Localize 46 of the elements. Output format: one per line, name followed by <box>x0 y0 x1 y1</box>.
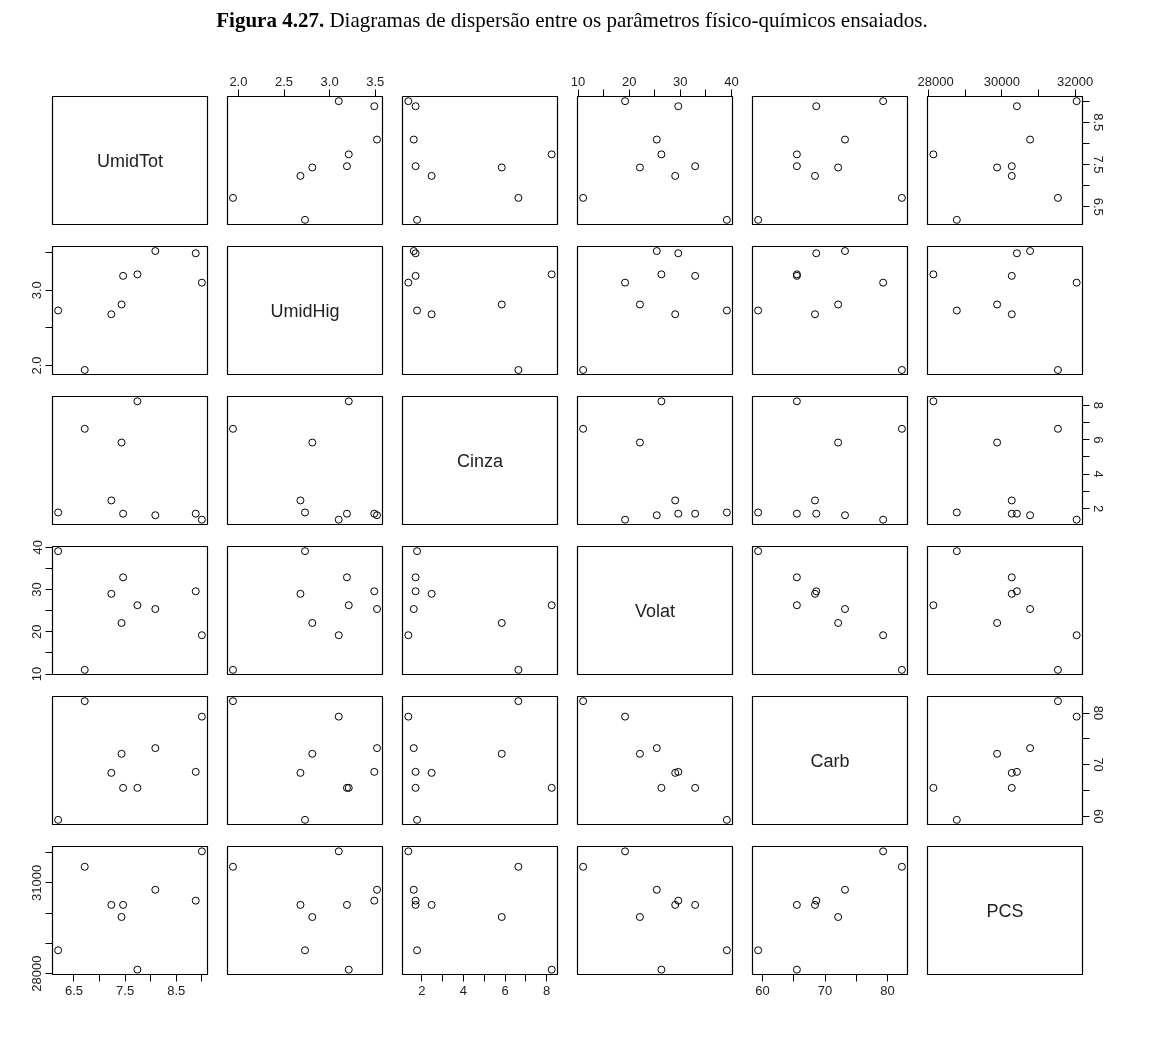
y-tick-label: 20 <box>29 624 45 640</box>
x-tick-label: 7.5 <box>116 982 135 998</box>
x-tick-label: 30000 <box>983 73 1020 89</box>
x-tick-label: 30 <box>673 73 688 89</box>
text: Cinza <box>456 450 504 471</box>
y-tick-label: 8 <box>1090 401 1106 410</box>
x-tick-label: 2.5 <box>274 73 294 89</box>
x-tick-label: 28000 <box>917 73 954 89</box>
x-tick-label: 80 <box>880 982 895 998</box>
x-tick-label: 4 <box>459 982 468 998</box>
x-tick-label: 32000 <box>1057 73 1094 89</box>
y-tick-label: 2 <box>1090 504 1106 513</box>
x-tick-label: 3.5 <box>366 73 385 89</box>
x-tick-label: 20 <box>621 73 637 89</box>
y-tick-label: 6.5 <box>1090 197 1106 216</box>
x-tick-label: 2.0 <box>229 73 248 89</box>
y-tick-label: 31000 <box>29 864 45 901</box>
x-tick-label: 10 <box>570 73 586 89</box>
x-tick-label: 2 <box>418 982 426 998</box>
text: UmidHig <box>270 300 340 321</box>
text: PCS <box>986 900 1024 921</box>
text: Volat <box>634 600 676 621</box>
y-tick-label: 10 <box>29 666 45 682</box>
y-tick-label: 7.5 <box>1090 155 1106 174</box>
x-tick-label: 40 <box>724 73 739 89</box>
y-tick-label: 2.0 <box>29 356 45 375</box>
y-tick-label: 4 <box>1090 470 1106 478</box>
y-tick-label: 3.0 <box>29 281 45 300</box>
y-tick-label: 8.5 <box>1090 113 1106 132</box>
y-tick-label: 60 <box>1090 809 1106 824</box>
x-tick-label: 6.5 <box>64 982 84 998</box>
y-tick-label: 40 <box>29 540 45 555</box>
x-tick-label: 6 <box>501 982 509 998</box>
x-tick-label: 8.5 <box>167 982 186 998</box>
x-tick-label: 70 <box>817 982 833 998</box>
text: UmidTot <box>96 150 164 171</box>
y-tick-label: 30 <box>29 582 45 597</box>
x-tick-label: 8 <box>543 982 551 998</box>
text: Diagramas de dispersão entre os parâmetros físico-químicos ensaiados. <box>329 8 928 32</box>
x-tick-label: 3.0 <box>320 73 339 89</box>
text: Carb <box>810 750 850 771</box>
y-tick-label: 80 <box>1090 705 1106 721</box>
y-tick-label: 6 <box>1090 436 1106 444</box>
x-tick-label: 60 <box>755 982 770 998</box>
text: Figura 4.27. <box>216 8 325 32</box>
y-tick-label: 70 <box>1090 757 1106 772</box>
